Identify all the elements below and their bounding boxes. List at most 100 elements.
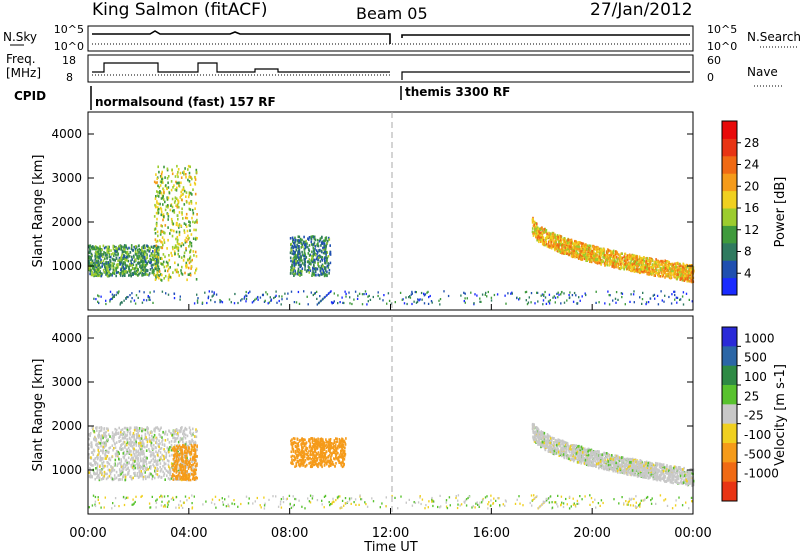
echo-cell (113, 262, 115, 265)
echo-cell (663, 263, 666, 266)
echo-cell (136, 270, 139, 274)
noise-cell (463, 291, 465, 294)
noise-cell (542, 293, 544, 297)
echo-cell (298, 252, 300, 256)
echo-cell (679, 278, 681, 281)
echo-cell (290, 259, 292, 263)
echo-cell (129, 270, 131, 273)
echo-cell (133, 272, 136, 275)
echo-cell (566, 248, 569, 251)
echo-cell (145, 460, 147, 463)
echo-cell (137, 464, 140, 467)
echo-cell (626, 258, 629, 262)
echo-cell (560, 241, 562, 244)
echo-cell (90, 463, 92, 466)
echo-cell (130, 463, 133, 467)
ytick-label: 1000 (51, 259, 82, 273)
echo-cell (633, 268, 635, 272)
echo-cell (163, 265, 166, 269)
echo-cell (138, 429, 141, 433)
echo-cell (128, 469, 131, 472)
echo-cell (168, 191, 171, 195)
echo-cell (149, 257, 151, 261)
echo-cell (126, 438, 128, 441)
echo-cell (682, 265, 684, 269)
echo-cell (620, 256, 623, 259)
noise-cell (324, 295, 326, 299)
noise-cell (641, 298, 644, 301)
noise-cell (357, 294, 359, 297)
echo-cell (612, 253, 615, 256)
echo-cell (137, 257, 139, 260)
echo-cell (314, 269, 317, 273)
echo-cell (114, 259, 116, 262)
echo-cell (93, 458, 96, 461)
echo-cell (97, 453, 99, 457)
echo-cell (176, 240, 179, 243)
echo-cell (159, 442, 161, 445)
echo-cell (185, 247, 187, 250)
echo-cell (307, 248, 310, 251)
noise-cell (661, 299, 663, 302)
noise-cell (530, 301, 532, 304)
echo-cell (148, 272, 151, 275)
noise-cell (411, 290, 413, 293)
echo-cell (194, 238, 197, 241)
echo-cell (642, 261, 644, 265)
noise-cell (674, 298, 676, 301)
echo-cell (605, 255, 608, 258)
echo-cell (148, 461, 150, 464)
echo-cell (150, 430, 152, 434)
echo-cell (96, 442, 98, 446)
echo-cell (134, 471, 136, 475)
echo-cell (565, 252, 568, 255)
echo-cell (143, 459, 145, 463)
echo-cell (177, 434, 180, 437)
echo-cell (137, 457, 139, 460)
echo-cell (591, 251, 593, 254)
echo-cell (180, 271, 183, 275)
echo-cell (674, 262, 676, 266)
echo-cell (94, 472, 97, 476)
echo-cell (104, 254, 107, 257)
echo-cell (98, 269, 100, 272)
echo-cell (568, 240, 571, 244)
noise-cell (254, 298, 256, 301)
echo-cell (185, 225, 188, 228)
echo-cell (628, 268, 630, 272)
echo-cell (120, 430, 122, 434)
echo-cell (597, 261, 600, 264)
echo-cell (157, 463, 159, 466)
echo-cell (138, 434, 140, 438)
echo-cell (136, 436, 139, 439)
echo-cell (161, 246, 163, 250)
echo-cell (568, 250, 570, 253)
echo-cell (132, 432, 135, 435)
echo-cell (188, 245, 190, 248)
echo-cell (115, 433, 117, 436)
noise-cell (584, 292, 586, 295)
echo-cell (184, 428, 186, 431)
echo-cell (98, 432, 100, 436)
echo-cell (166, 433, 169, 436)
echo-cell (157, 260, 159, 263)
echo-cell (182, 468, 185, 471)
echo-cell (618, 257, 621, 261)
nsky-panel: N.Sky 10^5 10^0 10^5 10^0 N.Search (3, 23, 800, 53)
echo-cell (538, 227, 541, 231)
noise-cell (682, 291, 685, 294)
echo-cell (654, 274, 656, 277)
echo-cell (141, 465, 144, 468)
echo-cell (686, 279, 688, 283)
echo-cell (623, 259, 626, 262)
echo-cell (113, 468, 116, 472)
echo-cell (169, 469, 172, 473)
noise-cell (656, 294, 659, 297)
echo-cell (154, 260, 156, 263)
echo-cell (608, 249, 610, 252)
echo-cell (111, 274, 113, 277)
echo-cell (674, 270, 677, 273)
echo-cell (324, 250, 326, 254)
echo-cell (153, 228, 156, 231)
echo-cell (187, 258, 189, 261)
